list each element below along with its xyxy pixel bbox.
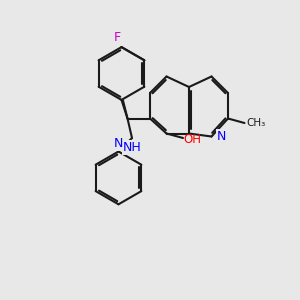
Text: N: N: [217, 130, 226, 143]
Text: OH: OH: [183, 133, 201, 146]
Text: CH₃: CH₃: [246, 118, 265, 128]
Text: NH: NH: [123, 141, 141, 154]
Text: F: F: [113, 31, 121, 44]
Text: N: N: [114, 137, 123, 150]
